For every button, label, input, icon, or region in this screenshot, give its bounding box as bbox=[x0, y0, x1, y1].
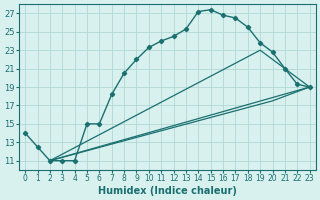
X-axis label: Humidex (Indice chaleur): Humidex (Indice chaleur) bbox=[98, 186, 237, 196]
